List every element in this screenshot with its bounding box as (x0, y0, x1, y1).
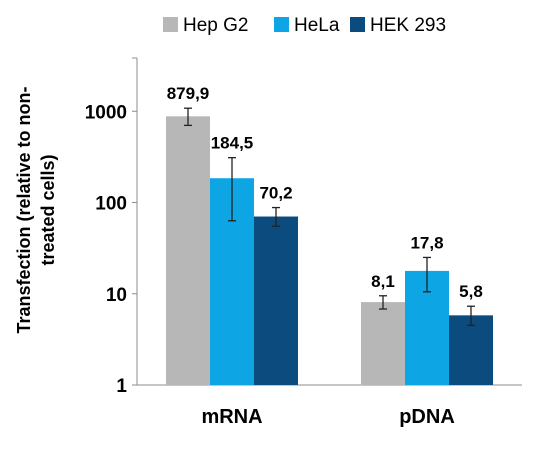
legend-entry: HeLa (294, 15, 340, 36)
axes: 1 10 100 1000 mRNA pDNA (85, 57, 522, 428)
data-label: 184,5 (211, 134, 254, 153)
y-tick-label: 1 (116, 376, 127, 397)
data-label: 5,8 (459, 282, 483, 301)
data-label: 70,2 (259, 184, 292, 203)
data-label: 879,9 (167, 84, 210, 103)
bar-pdna-hek-293 (449, 315, 493, 385)
bar-pdna-hep-g2 (361, 302, 405, 385)
legend: Hep G2 HeLa HEK 293 (163, 15, 446, 36)
legend-swatch-hela (274, 17, 289, 32)
bar-mrna-hep-g2 (166, 116, 210, 385)
x-tick-label-pdna: pDNA (399, 406, 455, 428)
data-label: 8,1 (371, 272, 395, 291)
error-bars (184, 107, 475, 327)
bars (166, 116, 493, 385)
legend-entry: Hep G2 (183, 15, 248, 36)
y-tick-label: 10 (106, 285, 127, 306)
y-axis-label-line: Transfection (relative to non- (14, 86, 34, 333)
data-label: 17,8 (410, 233, 443, 252)
legend-swatch-hek-293 (350, 17, 365, 32)
legend-entry: HEK 293 (370, 15, 446, 36)
y-tick-label: 100 (95, 194, 127, 215)
x-tick-label-mrna: mRNA (201, 406, 262, 428)
data-labels: 879,9 184,5 70,2 8,1 17,8 5,8 (167, 84, 483, 301)
y-axis-label-line: treated cells) (38, 154, 58, 265)
legend-swatch-hep-g2 (163, 17, 178, 32)
bar-mrna-hek-293 (254, 216, 298, 385)
y-axis-label: Transfection (relative to non-treated ce… (14, 86, 58, 333)
y-tick-label: 1000 (85, 102, 127, 123)
